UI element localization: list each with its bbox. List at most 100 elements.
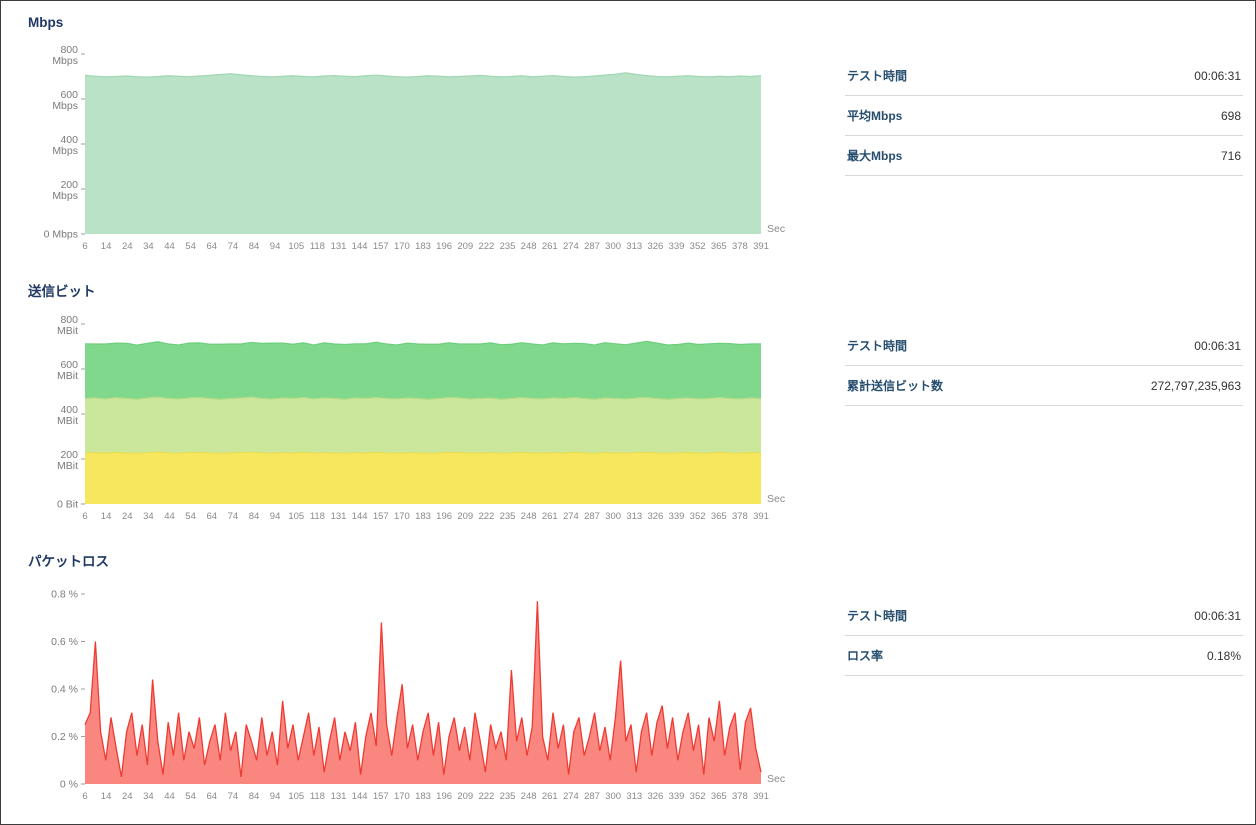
svg-text:105: 105 [288, 511, 304, 522]
svg-text:144: 144 [352, 791, 368, 802]
svg-text:Sec: Sec [767, 223, 785, 235]
svg-text:235: 235 [500, 241, 516, 252]
svg-text:313: 313 [626, 791, 642, 802]
svg-text:183: 183 [415, 791, 431, 802]
svg-text:391: 391 [753, 791, 769, 802]
svg-text:339: 339 [669, 241, 685, 252]
stat-value: 716 [1220, 148, 1241, 163]
svg-text:84: 84 [249, 791, 260, 802]
svg-text:105: 105 [288, 241, 304, 252]
svg-text:183: 183 [415, 241, 431, 252]
svg-text:391: 391 [753, 511, 769, 522]
svg-text:235: 235 [500, 791, 516, 802]
svg-text:131: 131 [331, 791, 347, 802]
svg-text:0 Mbps: 0 Mbps [44, 229, 78, 241]
svg-text:300: 300 [605, 511, 621, 522]
section-sent-bits: 送信ビット 800 MBit 600 MBit 400 MBit 200 MBit 0 Bit 6… [27, 280, 1245, 530]
stat-value: 272,797,235,963 [1150, 378, 1241, 393]
svg-text:34: 34 [143, 511, 154, 522]
svg-text:74: 74 [228, 511, 239, 522]
stat-label: 最大Mbps [847, 149, 903, 163]
packet-loss-area-chart-svg: 0.8 % 0.6 % 0.4 % 0.2 % 0 % 6 14 24 34 44 54 64 74 84… [51, 589, 785, 803]
mbps-stats-table: テスト時間 00:06:31 平均Mbps 698 最大Mbps 716 [845, 56, 1243, 176]
svg-text:352: 352 [690, 791, 706, 802]
section-title-sent-bits: 送信ビット [28, 284, 96, 299]
svg-text:14: 14 [101, 241, 112, 252]
svg-text:0.8 %: 0.8 % [51, 589, 78, 601]
svg-text:274: 274 [563, 791, 579, 802]
svg-text:6: 6 [82, 241, 87, 252]
section-title-packet-loss: パケットロス [28, 554, 109, 569]
svg-text:352: 352 [690, 511, 706, 522]
svg-text:339: 339 [669, 791, 685, 802]
svg-text:84: 84 [249, 511, 260, 522]
svg-text:64: 64 [207, 241, 218, 252]
stat-label: テスト時間 [847, 339, 908, 353]
svg-text:54: 54 [185, 791, 196, 802]
svg-text:34: 34 [143, 241, 154, 252]
svg-text:248: 248 [521, 791, 537, 802]
table-row: テスト時間 00:06:31 [845, 596, 1243, 636]
svg-text:0 Bit: 0 Bit [57, 499, 78, 511]
svg-text:300: 300 [605, 791, 621, 802]
svg-text:14: 14 [101, 791, 112, 802]
svg-text:287: 287 [584, 791, 600, 802]
svg-text:326: 326 [647, 241, 663, 252]
svg-text:94: 94 [270, 511, 281, 522]
svg-text:222: 222 [478, 241, 494, 252]
svg-text:365: 365 [711, 791, 727, 802]
stat-label: テスト時間 [847, 609, 908, 623]
svg-text:64: 64 [207, 511, 218, 522]
svg-text:378: 378 [732, 241, 748, 252]
table-row: テスト時間 00:06:31 [845, 56, 1243, 96]
svg-text:6: 6 [82, 791, 87, 802]
svg-text:170: 170 [394, 791, 410, 802]
stat-value: 00:06:31 [1194, 68, 1241, 83]
svg-text:365: 365 [711, 241, 727, 252]
svg-text:64: 64 [207, 791, 218, 802]
svg-text:44: 44 [164, 511, 175, 522]
svg-text:24: 24 [122, 791, 133, 802]
svg-text:0.2 %: 0.2 % [51, 731, 78, 743]
svg-text:144: 144 [352, 511, 368, 522]
table-row: 最大Mbps 716 [845, 136, 1243, 176]
svg-text:94: 94 [270, 791, 281, 802]
svg-text:287: 287 [584, 241, 600, 252]
svg-text:274: 274 [563, 241, 579, 252]
svg-text:157: 157 [373, 791, 389, 802]
svg-text:54: 54 [185, 241, 196, 252]
stat-value: 0.18% [1206, 648, 1241, 663]
table-row: 累計送信ビット数 272,797,235,963 [845, 366, 1243, 406]
svg-text:183: 183 [415, 511, 431, 522]
svg-text:261: 261 [542, 511, 558, 522]
svg-text:235: 235 [500, 511, 516, 522]
svg-text:0 %: 0 % [60, 779, 78, 791]
stat-value: 698 [1220, 108, 1241, 123]
svg-text:144: 144 [352, 241, 368, 252]
svg-text:24: 24 [122, 511, 133, 522]
section-title-mbps: Mbps [28, 15, 64, 30]
svg-text:6: 6 [82, 511, 87, 522]
stat-label: 平均Mbps [847, 109, 903, 123]
svg-text:131: 131 [331, 241, 347, 252]
svg-text:248: 248 [521, 241, 537, 252]
sent-bits-stacked-area-chart-svg: 800 MBit 600 MBit 400 MBit 200 MBit 0 Bit 6 14 24 34… [57, 316, 785, 522]
svg-text:378: 378 [732, 511, 748, 522]
svg-text:261: 261 [542, 791, 558, 802]
svg-text:352: 352 [690, 241, 706, 252]
svg-text:209: 209 [457, 511, 473, 522]
svg-text:196: 196 [436, 511, 452, 522]
table-row: ロス率 0.18% [845, 636, 1243, 676]
svg-text:118: 118 [310, 791, 325, 802]
svg-text:34: 34 [143, 791, 154, 802]
svg-text:326: 326 [647, 791, 663, 802]
svg-text:118: 118 [310, 511, 325, 522]
svg-text:209: 209 [457, 241, 473, 252]
svg-text:14: 14 [101, 511, 112, 522]
stat-value: 00:06:31 [1194, 338, 1241, 353]
svg-text:170: 170 [394, 511, 410, 522]
